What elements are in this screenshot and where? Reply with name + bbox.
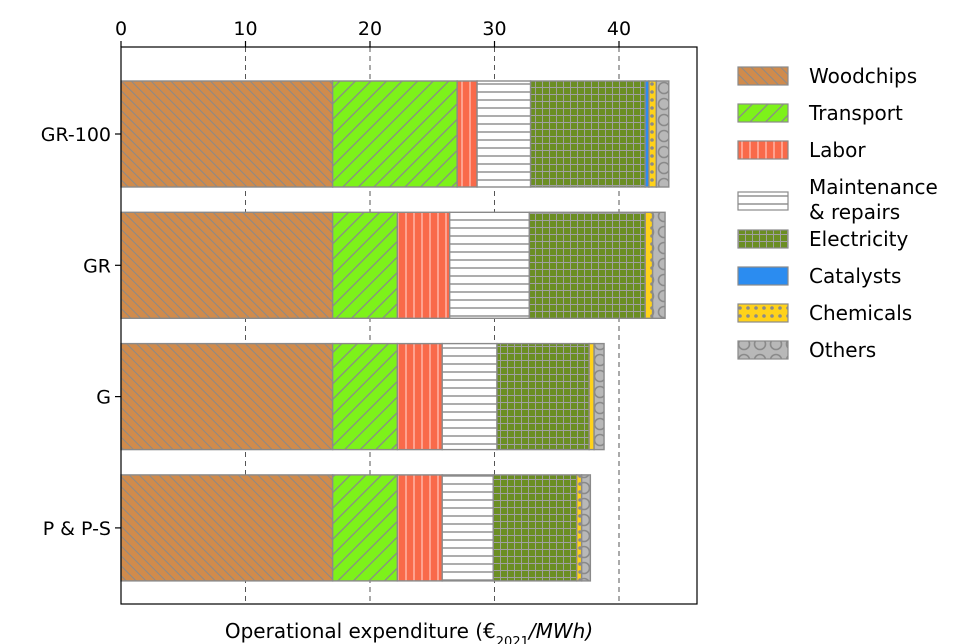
x-tick-label: 30 (482, 18, 506, 40)
bar-gr-labor (396, 211, 451, 320)
legend-item-woodchips: Woodchips (737, 64, 917, 88)
legend-swatch (737, 229, 789, 249)
legend-label: Maintenance & repairs (809, 175, 938, 224)
bar-p-p-s-electricity (492, 474, 578, 582)
legend-swatch (737, 191, 789, 211)
legend-label: Transport (808, 101, 903, 125)
bar-g-woodchips (120, 342, 334, 451)
legend-swatch (737, 266, 789, 286)
bars (120, 80, 670, 582)
bar-gr-100-labor (456, 80, 478, 188)
bar-gr-100-chemicals (648, 80, 658, 188)
legend-label: Chemicals (809, 301, 912, 325)
x-tick-label: 0 (115, 18, 127, 40)
legend-swatch (737, 340, 789, 360)
legend-label: Labor (809, 138, 866, 162)
legend-label: Electricity (809, 227, 909, 251)
bar-g-electricity (496, 342, 590, 451)
bar-g-labor (396, 342, 443, 451)
legend-swatch (737, 303, 789, 323)
bar-gr-woodchips (120, 211, 334, 320)
legend-item-chemicals: Chemicals (737, 301, 912, 325)
y-tick-label-p-p-s: P & P-S (43, 518, 111, 540)
y-tick-label-gr: GR (83, 255, 111, 277)
bar-g-chemicals (588, 342, 595, 451)
bar-p-p-s-maintenance-repairs (441, 474, 494, 582)
legend-item-labor: Labor (737, 138, 866, 162)
bar-gr-100-electricity (529, 80, 646, 188)
bar-g-maintenance-repairs (441, 342, 498, 451)
legend-label: Woodchips (809, 64, 917, 88)
bar-gr-maintenance-repairs (448, 211, 531, 320)
plot-frame (120, 46, 698, 605)
bar-gr-others (651, 211, 666, 320)
legend: Woodchips Transport Labor Maintenance & repa… (737, 64, 938, 362)
legend-label: Others (809, 338, 876, 362)
bar-p-p-s-others (580, 474, 592, 582)
legend-item-electricity: Electricity (737, 227, 909, 251)
legend-item-others: Others (737, 338, 876, 362)
bar-g-others (593, 342, 605, 451)
y-axis: GR-100 GR G P & P-S (41, 124, 121, 540)
x-axis: 0 10 20 30 40 (115, 18, 631, 47)
bar-p-p-s-labor (396, 474, 443, 582)
bar-p-p-s-chemicals (575, 474, 583, 582)
bar-g-transport (331, 342, 399, 451)
bar-gr-chemicals (644, 211, 654, 320)
bar-gr-electricity (528, 211, 646, 320)
x-axis-title: Operational expenditure (€2021/MWh) (225, 619, 593, 644)
y-tick-label-gr-100: GR-100 (41, 124, 111, 146)
x-tick-label: 20 (358, 18, 382, 40)
legend-swatch (737, 140, 789, 160)
legend-swatch (737, 103, 789, 123)
bar-gr-transport (331, 211, 399, 320)
legend-item-transport: Transport (737, 101, 903, 125)
legend-item-catalysts: Catalysts (737, 264, 901, 288)
x-tick-label: 10 (233, 18, 257, 40)
y-tick-label-g: G (96, 387, 111, 409)
bar-gr-100-maintenance-repairs (476, 80, 532, 188)
bar-gr-100-transport (331, 80, 458, 188)
bar-gr-100-others (655, 80, 670, 188)
x-tick-label: 40 (607, 18, 631, 40)
legend-label: Catalysts (809, 264, 901, 288)
legend-item-maintenance-repairs: Maintenance & repairs (737, 175, 938, 224)
bar-p-p-s-transport (331, 474, 399, 582)
bar-p-p-s-woodchips (120, 474, 334, 582)
bar-gr-100-woodchips (120, 80, 334, 188)
legend-swatch (737, 66, 789, 86)
